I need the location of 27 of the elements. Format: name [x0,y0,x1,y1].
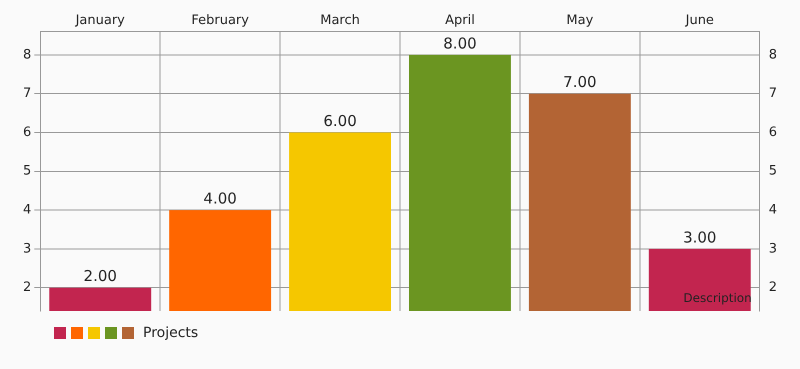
data-label: 2.00 [84,267,117,286]
y2-tick-label: 7 [768,86,778,102]
y2-tick-label: 2 [768,280,778,296]
y2-tick-label: 8 [768,47,778,62]
y2-tick-label: 4 [768,202,778,218]
x-tick-label: January [74,13,126,28]
x-tick-label: May [566,13,594,28]
data-label: 7.00 [563,73,597,92]
y-tick-label: 2 [22,280,32,296]
y-tick-label: 3 [22,241,32,256]
x-tick-label: April [445,13,475,28]
y-tick-label: 4 [22,202,32,218]
y2-tick-label: 5 [768,164,778,179]
data-label: 3.00 [683,228,716,246]
y-tick-label: 7 [22,86,32,102]
legend-label: Projects [143,325,198,341]
x-tick-label: February [191,13,250,28]
y-tick-label: 8 [22,47,32,62]
data-label: 8.00 [443,34,477,52]
y-tick-label: 6 [22,124,32,140]
x-tick-label: March [320,13,360,28]
x-tick-label: June [684,13,714,28]
y2-tick-label: 6 [768,124,778,140]
data-label: 4.00 [203,189,237,208]
y2-tick-label: 3 [768,241,778,256]
y-tick-label: 5 [22,164,32,179]
data-label: 6.00 [323,112,357,130]
